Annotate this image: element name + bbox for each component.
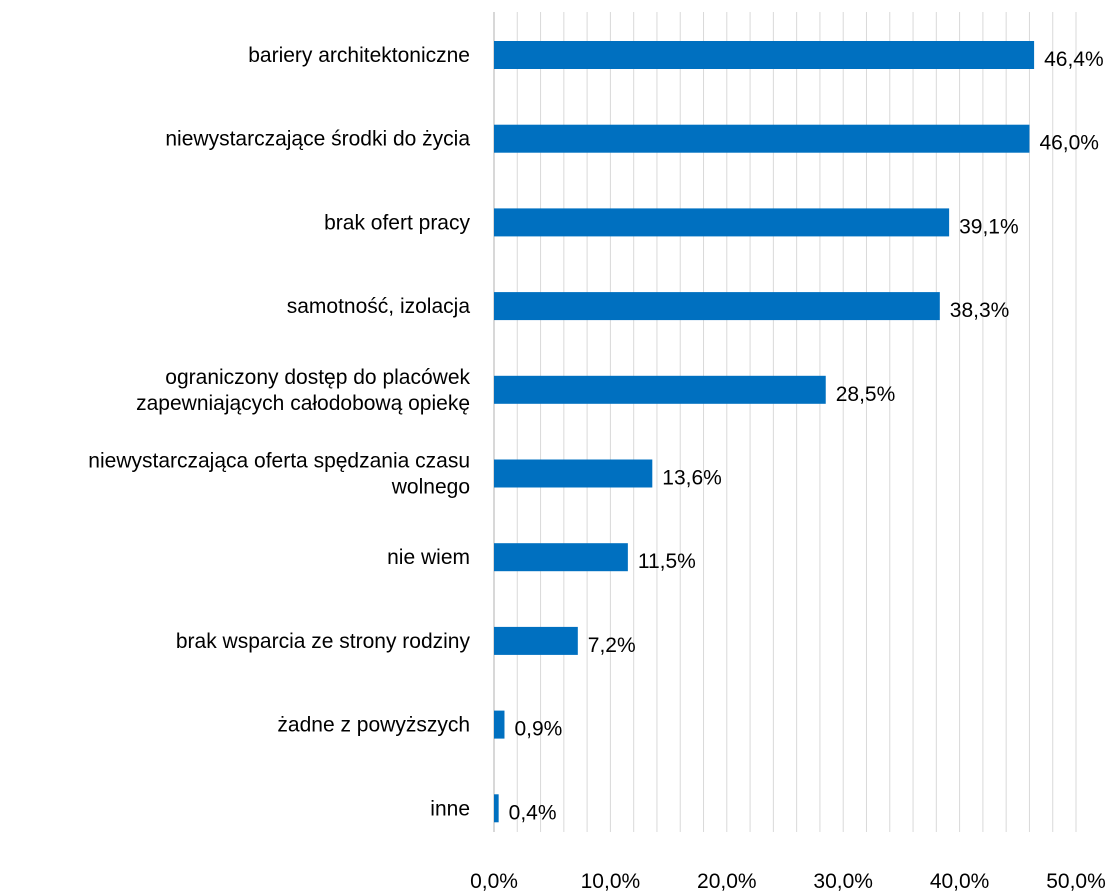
- category-label: nie wiem: [387, 546, 470, 569]
- bar: [494, 41, 1035, 69]
- x-tick-label: 20,0%: [697, 870, 757, 893]
- data-label: 39,1%: [959, 215, 1019, 238]
- category-label: samotność, izolacja: [287, 295, 471, 318]
- data-label: 28,5%: [836, 383, 896, 406]
- bar: [494, 459, 653, 488]
- category-label-line: żadne z powyższych: [277, 714, 470, 737]
- category-label: brak wsparcia ze strony rodziny: [176, 630, 471, 653]
- category-label: niewystarczające środki do życia: [165, 128, 470, 151]
- bar: [494, 208, 950, 237]
- data-label: 38,3%: [950, 299, 1010, 322]
- bar: [494, 292, 940, 321]
- category-label-line: niewystarczająca oferta spędzania czasu: [88, 450, 470, 473]
- bar: [494, 375, 826, 404]
- bar: [494, 124, 1030, 153]
- x-tick-label: 30,0%: [813, 870, 873, 893]
- category-label: brak ofert pracy: [324, 211, 470, 234]
- category-label: bariery architektoniczne: [248, 44, 470, 67]
- data-label: 7,2%: [588, 634, 636, 657]
- category-label-line: nie wiem: [387, 546, 470, 569]
- bar-layer: [494, 41, 1035, 823]
- bar: [494, 710, 505, 739]
- category-label-line: zapewniających całodobową opiekę: [136, 392, 470, 415]
- data-label: 0,4%: [509, 801, 557, 824]
- data-label: 0,9%: [514, 718, 562, 741]
- category-label-line: brak wsparcia ze strony rodziny: [176, 630, 471, 653]
- category-label: niewystarczająca oferta spędzania czasu w…: [88, 450, 470, 499]
- x-tick-label: 40,0%: [930, 870, 990, 893]
- data-label: 46,4%: [1044, 48, 1104, 71]
- category-label-line: samotność, izolacja: [287, 295, 471, 318]
- bar: [494, 794, 499, 823]
- data-label: 46,0%: [1039, 132, 1099, 155]
- category-label: żadne z powyższych: [277, 714, 470, 737]
- category-label-line: ograniczony dostęp do placówek: [165, 366, 470, 389]
- x-tick-label: 10,0%: [581, 870, 641, 893]
- category-label-line: bariery architektoniczne: [248, 44, 470, 67]
- data-label: 13,6%: [662, 467, 722, 490]
- data-label: 11,5%: [638, 550, 696, 573]
- bar: [494, 626, 578, 655]
- label-layer: bariery architektoniczne 46,4% niewystarcz…: [88, 44, 1105, 893]
- x-tick-label: 0,0%: [470, 870, 518, 893]
- category-label: ograniczony dostęp do placówek zapewniają…: [136, 366, 470, 415]
- category-label: inne: [430, 797, 470, 820]
- category-label-line: brak ofert pracy: [324, 211, 470, 234]
- category-label-line: inne: [430, 797, 470, 820]
- x-tick-label: 50,0%: [1046, 870, 1106, 893]
- category-label-line: niewystarczające środki do życia: [165, 128, 470, 151]
- bar: [494, 543, 628, 572]
- category-label-line: wolnego: [391, 476, 470, 499]
